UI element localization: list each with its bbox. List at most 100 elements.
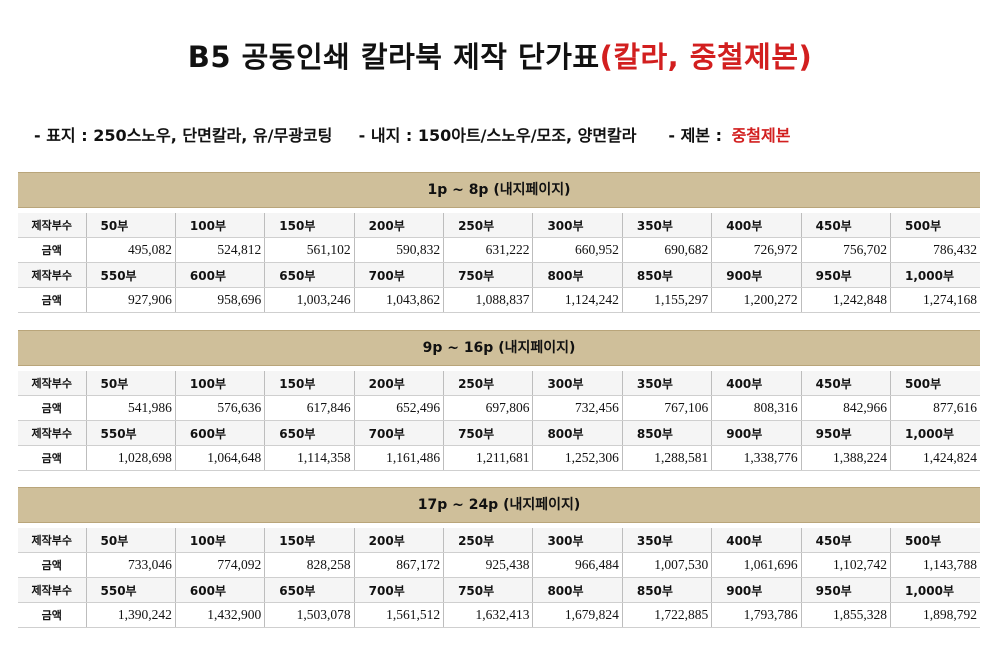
- price-cell: 925,438: [443, 552, 533, 578]
- price-cell: 732,456: [532, 395, 623, 421]
- quantity-cell: 750부: [443, 420, 533, 446]
- price-cell: 524,812: [174, 237, 265, 263]
- quantity-cell: 800부: [532, 577, 623, 603]
- price-cell: 1,679,824: [532, 602, 623, 628]
- price-cell: 590,832: [353, 237, 444, 263]
- price-cell: 631,222: [443, 237, 533, 263]
- quantity-cell: 1,000부: [890, 577, 980, 603]
- quantity-cell: 300부: [532, 213, 623, 238]
- price-table: 제작부수 50부 100부 150부 200부 250부 300부 350부 400부 450부 5…: [18, 371, 980, 471]
- quantity-cell: 100부: [174, 213, 265, 238]
- price-cell: 576,636: [174, 395, 265, 421]
- quantity-cell: 350부: [621, 371, 712, 396]
- price-row: 금액 495,082 524,812 561,102 590,832 631,222 660…: [18, 237, 980, 263]
- price-cell: 1,855,328: [800, 602, 891, 628]
- price-cell: 774,092: [174, 552, 265, 578]
- quantity-cell: 350부: [621, 528, 712, 553]
- price-cell: 1,155,297: [621, 287, 712, 313]
- price-cell: 842,966: [800, 395, 891, 421]
- quantity-cell: 350부: [621, 213, 712, 238]
- price-cell: 958,696: [174, 287, 265, 313]
- quantity-row: 제작부수 50부 100부 150부 200부 250부 300부 350부 400부 450부 5…: [18, 371, 980, 396]
- quantity-cell: 900부: [711, 577, 802, 603]
- price-cell: 867,172: [353, 552, 444, 578]
- quantity-label: 제작부수: [18, 577, 86, 603]
- quantity-cell: 500부: [890, 528, 980, 553]
- price-label: 금액: [18, 395, 86, 421]
- spec-binding-label: - 제본 :: [668, 126, 722, 145]
- price-cell: 733,046: [85, 552, 176, 578]
- quantity-cell: 500부: [890, 213, 980, 238]
- page-title: B5 공동인쇄 칼라북 제작 단가표(칼라, 중철제본): [0, 34, 1000, 76]
- price-cell: 697,806: [443, 395, 533, 421]
- spec-line: - 표지 : 250스노우, 단면칼라, 유/무광코팅 - 내지 : 150아트…: [34, 122, 984, 146]
- quantity-cell: 850부: [621, 577, 712, 603]
- price-cell: 1,161,486: [353, 445, 444, 471]
- price-cell: 767,106: [621, 395, 712, 421]
- price-row: 금액 927,906 958,696 1,003,246 1,043,862 1,088,…: [18, 287, 980, 313]
- quantity-cell: 450부: [800, 213, 891, 238]
- spec-inner: - 내지 : 150아트/스노우/모조, 양면칼라: [358, 126, 637, 145]
- quantity-label: 제작부수: [18, 420, 86, 446]
- price-label: 금액: [18, 237, 86, 263]
- price-cell: 756,702: [800, 237, 891, 263]
- quantity-row: 제작부수 550부 600부 650부 700부 750부 800부 850부 900부 950부…: [18, 262, 980, 288]
- quantity-row: 제작부수 50부 100부 150부 200부 250부 300부 350부 400부 450부 5…: [18, 528, 980, 553]
- quantity-cell: 300부: [532, 528, 623, 553]
- price-cell: 1,088,837: [443, 287, 533, 313]
- price-table: 제작부수 50부 100부 150부 200부 250부 300부 350부 400부 450부 5…: [18, 528, 980, 628]
- quantity-cell: 850부: [621, 420, 712, 446]
- quantity-cell: 650부: [264, 420, 355, 446]
- quantity-cell: 450부: [800, 528, 891, 553]
- quantity-cell: 100부: [174, 528, 265, 553]
- quantity-cell: 50부: [85, 371, 176, 396]
- price-cell: 1,102,742: [800, 552, 891, 578]
- quantity-cell: 550부: [85, 577, 176, 603]
- price-cell: 1,432,900: [174, 602, 265, 628]
- price-label: 금액: [18, 602, 86, 628]
- price-cell: 1,043,862: [353, 287, 444, 313]
- quantity-cell: 150부: [264, 213, 355, 238]
- quantity-cell: 600부: [174, 262, 265, 288]
- price-cell: 1,390,242: [85, 602, 176, 628]
- price-cell: 927,906: [85, 287, 176, 313]
- quantity-cell: 950부: [800, 262, 891, 288]
- price-cell: 1,274,168: [890, 287, 980, 313]
- title-main: B5 공동인쇄 칼라북 제작 단가표: [187, 40, 600, 74]
- quantity-cell: 600부: [174, 577, 265, 603]
- price-cell: 1,252,306: [532, 445, 623, 471]
- price-cell: 1,064,648: [174, 445, 265, 471]
- price-cell: 1,424,824: [890, 445, 980, 471]
- quantity-cell: 300부: [532, 371, 623, 396]
- price-cell: 1,242,848: [800, 287, 891, 313]
- price-section: 17p ~ 24p (내지페이지) 제작부수 50부 100부 150부 200부 250부…: [18, 487, 980, 628]
- price-cell: 1,503,078: [264, 602, 355, 628]
- quantity-cell: 150부: [264, 528, 355, 553]
- price-cell: 1,007,530: [621, 552, 712, 578]
- price-label: 금액: [18, 445, 86, 471]
- price-cell: 786,432: [890, 237, 980, 263]
- quantity-cell: 150부: [264, 371, 355, 396]
- spec-binding-value: 중철제본: [731, 126, 791, 145]
- quantity-cell: 400부: [711, 371, 802, 396]
- price-cell: 495,082: [85, 237, 176, 263]
- quantity-cell: 550부: [85, 262, 176, 288]
- price-cell: 966,484: [532, 552, 623, 578]
- spec-cover: - 표지 : 250스노우, 단면칼라, 유/무광코팅: [34, 126, 333, 145]
- price-cell: 1,898,792: [890, 602, 980, 628]
- price-label: 금액: [18, 552, 86, 578]
- price-cell: 1,632,413: [443, 602, 533, 628]
- quantity-label: 제작부수: [18, 371, 86, 396]
- quantity-label: 제작부수: [18, 528, 86, 553]
- quantity-cell: 250부: [443, 213, 533, 238]
- quantity-cell: 700부: [353, 262, 444, 288]
- price-cell: 652,496: [353, 395, 444, 421]
- price-cell: 690,682: [621, 237, 712, 263]
- quantity-cell: 800부: [532, 262, 623, 288]
- price-cell: 1,114,358: [264, 445, 355, 471]
- quantity-cell: 1,000부: [890, 420, 980, 446]
- price-cell: 617,846: [264, 395, 355, 421]
- quantity-cell: 650부: [264, 577, 355, 603]
- quantity-cell: 1,000부: [890, 262, 980, 288]
- price-cell: 828,258: [264, 552, 355, 578]
